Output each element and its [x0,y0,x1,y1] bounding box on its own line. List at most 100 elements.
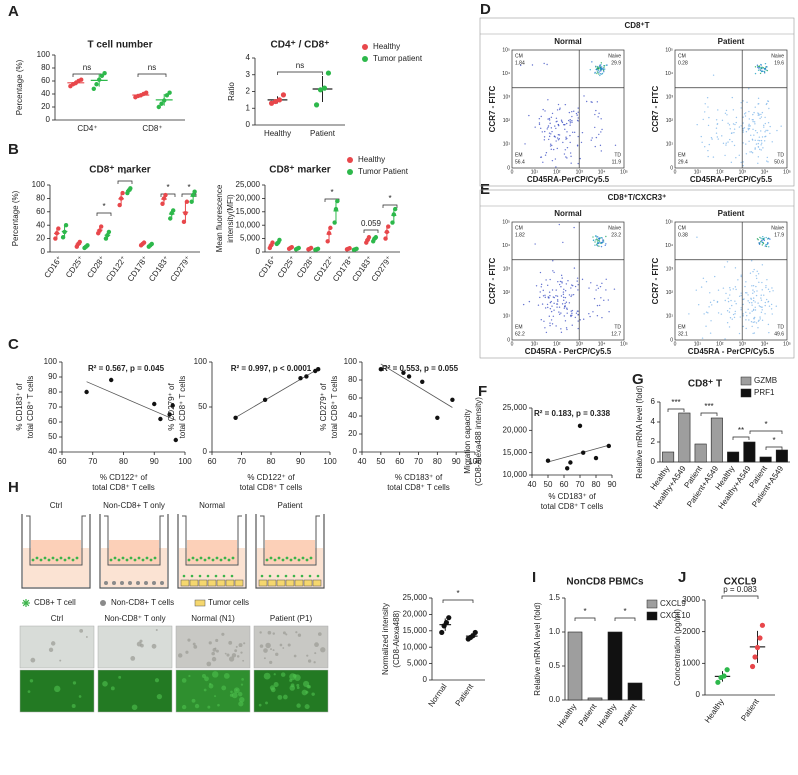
event-dot [751,325,753,328]
x-tick-label: Patient [310,129,336,138]
cell-spot [272,649,275,652]
event-dot [750,151,753,153]
non-cd8-cell [152,581,156,585]
fluor-spot [188,674,191,678]
data-point [62,229,67,235]
data-point [192,189,197,194]
event-dot [577,289,579,291]
fluor-spot [156,693,163,700]
event-dot [602,69,605,72]
event-dot [759,148,761,151]
data-point [565,466,570,471]
tumor-cell [234,579,244,587]
cd8-cell [71,558,75,562]
event-dot [571,121,573,124]
legend-label: CXCL10 [660,611,691,620]
tumor-cell [294,579,304,587]
event-dot [561,303,564,305]
y-tick-label: 0 [256,247,261,256]
cell-spot [314,652,317,655]
significance-bracket [700,412,718,416]
significance-bracket [382,204,398,208]
event-dot [528,114,530,117]
bar [587,697,603,701]
event-dot [727,297,729,299]
event-dot [550,310,553,313]
trend-line [547,444,609,463]
data-point [262,397,268,402]
x-tick-label: 10⁵ [783,169,791,175]
data-point [332,220,337,225]
event-dot [603,71,605,73]
well-label: Ctrl [50,501,63,510]
event-dot [735,157,737,159]
event-dot [748,123,750,126]
cell-spot [279,643,283,647]
event-dot [769,290,771,293]
event-dot [556,295,559,297]
event-dot [763,237,765,239]
event-dot [760,67,763,69]
x-axis-label: CD45RA - PerCP/Cy5.5 [688,347,775,356]
data-point [752,654,758,660]
event-dot [601,282,603,285]
event-dot [759,117,761,120]
event-dot [695,289,697,291]
event-dot [576,119,579,122]
legend-label: PRF1 [754,388,775,397]
annotation: * [583,607,586,616]
event-dot [735,121,737,124]
fluor-spot [294,674,301,681]
event-dot [764,68,767,70]
fluor-spot [118,675,122,679]
event-dot [576,114,578,116]
fluor-spot [305,690,309,694]
event-dot [776,129,778,132]
event-dot [598,67,600,69]
cd8-cell [121,556,125,560]
event-dot [728,124,731,126]
event-dot [703,313,705,315]
event-dot [603,65,606,67]
cd8-cell [129,556,133,560]
event-dot [738,332,741,335]
event-dot [761,241,763,244]
y-tick-label: 0 [507,337,510,343]
x-tick-label: 10¹ [694,341,702,347]
event-dot [753,111,755,114]
event-dot [588,312,590,315]
event-dot [767,301,769,303]
event-dot [771,287,773,289]
cell-spot [243,642,246,645]
data-point [317,87,324,93]
event-dot [763,67,766,70]
event-dot [754,147,756,149]
event-dot [716,301,719,303]
event-dot [542,108,544,111]
event-dot [575,312,578,314]
y-tick-label: 10⁵ [502,47,510,53]
chart-title: T cell number [87,40,152,51]
fluor-spot [71,704,76,708]
event-dot [750,298,753,300]
x-tick-label: 70 [237,457,246,466]
fluor-spot [238,701,244,707]
y-tick-label: 40 [348,411,357,420]
data-point [390,220,395,225]
non-cd8-cell [144,581,148,585]
event-dot [729,307,731,310]
event-dot [744,115,747,117]
event-dot [742,161,744,163]
trend-line [380,363,453,408]
event-dot [755,294,758,297]
panel-letter: F [478,383,487,400]
event-dot [596,304,599,307]
event-dot [734,123,736,126]
y-tick-label: 40 [48,447,57,456]
event-dot [705,325,707,327]
event-dot [768,331,770,334]
event-dot [742,313,744,315]
event-dot [602,241,605,243]
annotation: * [764,420,767,429]
y-axis-label: % CD183⁺ of [15,383,24,431]
